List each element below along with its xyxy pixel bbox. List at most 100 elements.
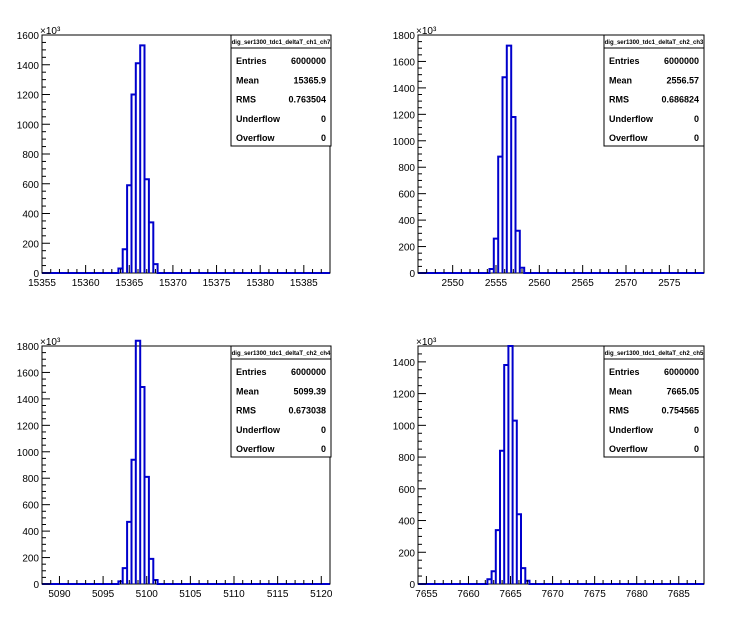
x-tick-label: 2555 [485,278,508,289]
y-tick-label: 200 [22,554,39,565]
x-tick-label: 5100 [136,589,159,600]
stats-box [603,345,705,458]
stat-label: Entries [609,56,640,66]
y-tick-label: 200 [398,548,415,559]
stats-box [230,345,332,458]
stat-label: Entries [236,367,267,377]
histogram-panel-4: 7655 7660 7665 7670 7675 7680 7685 0 200 400 600 80… [393,337,705,600]
y-tick-label: 800 [22,474,39,485]
y-tick-label: 1200 [393,390,416,401]
stat-label: Overflow [609,133,649,143]
stat-value: 2556.57 [666,75,699,85]
stat-label: Mean [609,75,632,85]
x-tick-label: 15385 [290,278,318,289]
y-tick-label: 1600 [17,31,40,42]
stat-value: 7665.05 [666,386,699,396]
y-tick-label: 0 [409,580,415,591]
y-tick-label: 200 [398,243,415,254]
stat-value: 0 [694,114,699,124]
y-tick-label: 0 [33,580,39,591]
y-tick-label: 800 [398,453,415,464]
stat-label: Underflow [609,114,654,124]
y-tick-label: 0 [409,269,415,280]
x-tick-label: 2550 [442,278,465,289]
y-tick-label: 1600 [17,368,40,379]
histogram-panel-3: 5090 5095 5100 5105 5110 5115 5120 0 200 400 600 80… [17,337,333,600]
x-tick-label: 2565 [572,278,595,289]
x-tick-label: 15365 [115,278,143,289]
y-tick-label: 1200 [17,421,40,432]
y-tick-label: 1400 [17,395,40,406]
stat-label: Overflow [236,444,276,454]
y-tick-label: 400 [398,517,415,528]
y-tick-label: 400 [22,527,39,538]
stat-value: 0 [321,444,326,454]
x-tick-label: 7665 [499,589,522,600]
histogram-panel-1: 15355 15360 15365 15370 15375 15380 15385 0 200 4… [17,26,332,289]
stats-title: dig_ser1300_tdc1_deltaT_ch1_ch7 [232,40,331,46]
y-multiplier: ×10³ [416,26,437,37]
stat-label: Mean [609,386,632,396]
stat-value: 0.763504 [288,95,326,105]
stats-title: dig_ser1300_tdc1_deltaT_ch2_ch3 [605,40,704,46]
stat-label: Entries [609,367,640,377]
x-tick-label: 7670 [541,589,564,600]
histogram-outline [418,345,704,585]
stat-label: Entries [236,56,267,66]
stat-value: 0 [321,114,326,124]
stat-label: Underflow [236,114,281,124]
y-tick-label: 1000 [17,448,40,459]
x-tick-label: 15355 [28,278,56,289]
y-multiplier: ×10³ [416,337,437,348]
x-tick-label: 5090 [48,589,71,600]
y-tick-label: 1000 [393,137,416,148]
stat-value: 0 [694,444,699,454]
stat-value: 0.673038 [288,406,326,416]
stat-value: 6000000 [664,56,699,66]
y-tick-label: 1800 [17,342,40,353]
stat-label: Mean [236,386,259,396]
stat-value: 0 [694,133,699,143]
y-tick-label: 800 [398,163,415,174]
stats-box [230,34,332,147]
y-tick-label: 400 [398,216,415,227]
stat-value: 6000000 [664,367,699,377]
x-tick-label: 15380 [246,278,274,289]
y-tick-label: 800 [22,150,39,161]
x-tick-label: 5110 [223,589,245,600]
stats-box [603,34,705,147]
x-tick-label: 7655 [415,589,438,600]
y-multiplier: ×10³ [40,337,61,348]
stat-label: Underflow [609,425,654,435]
stats-title: dig_ser1300_tdc1_deltaT_ch2_ch5 [605,351,704,357]
x-tick-label: 5115 [267,589,289,600]
y-tick-label: 1400 [17,61,40,72]
histogram-panel-2: 2550 2555 2560 2565 2570 2575 0 200 400 600 800 100… [393,26,705,289]
stat-label: RMS [609,406,629,416]
x-tick-label: 2570 [615,278,638,289]
stat-value: 5099.39 [293,386,326,396]
y-tick-label: 1600 [393,57,416,68]
y-multiplier: ×10³ [40,26,61,37]
y-tick-label: 400 [22,210,39,221]
stat-value: 0 [694,425,699,435]
stats-title: dig_ser1300_tdc1_deltaT_ch2_ch4 [232,351,331,357]
x-tick-label: 15360 [72,278,100,289]
x-tick-label: 5105 [179,589,202,600]
x-tick-label: 7680 [626,589,649,600]
x-tick-label: 15375 [203,278,231,289]
stat-value: 0.754565 [661,406,699,416]
stat-label: Overflow [609,444,649,454]
x-tick-label: 2560 [528,278,551,289]
y-tick-label: 1200 [17,91,40,102]
y-tick-label: 1800 [393,31,416,42]
x-tick-label: 15370 [159,278,187,289]
y-tick-label: 600 [22,501,39,512]
stat-value: 6000000 [291,56,326,66]
y-tick-label: 0 [33,269,39,280]
stat-value: 15365.9 [293,75,326,85]
stat-label: Mean [236,75,259,85]
y-tick-label: 200 [22,239,39,250]
stat-label: Underflow [236,425,281,435]
